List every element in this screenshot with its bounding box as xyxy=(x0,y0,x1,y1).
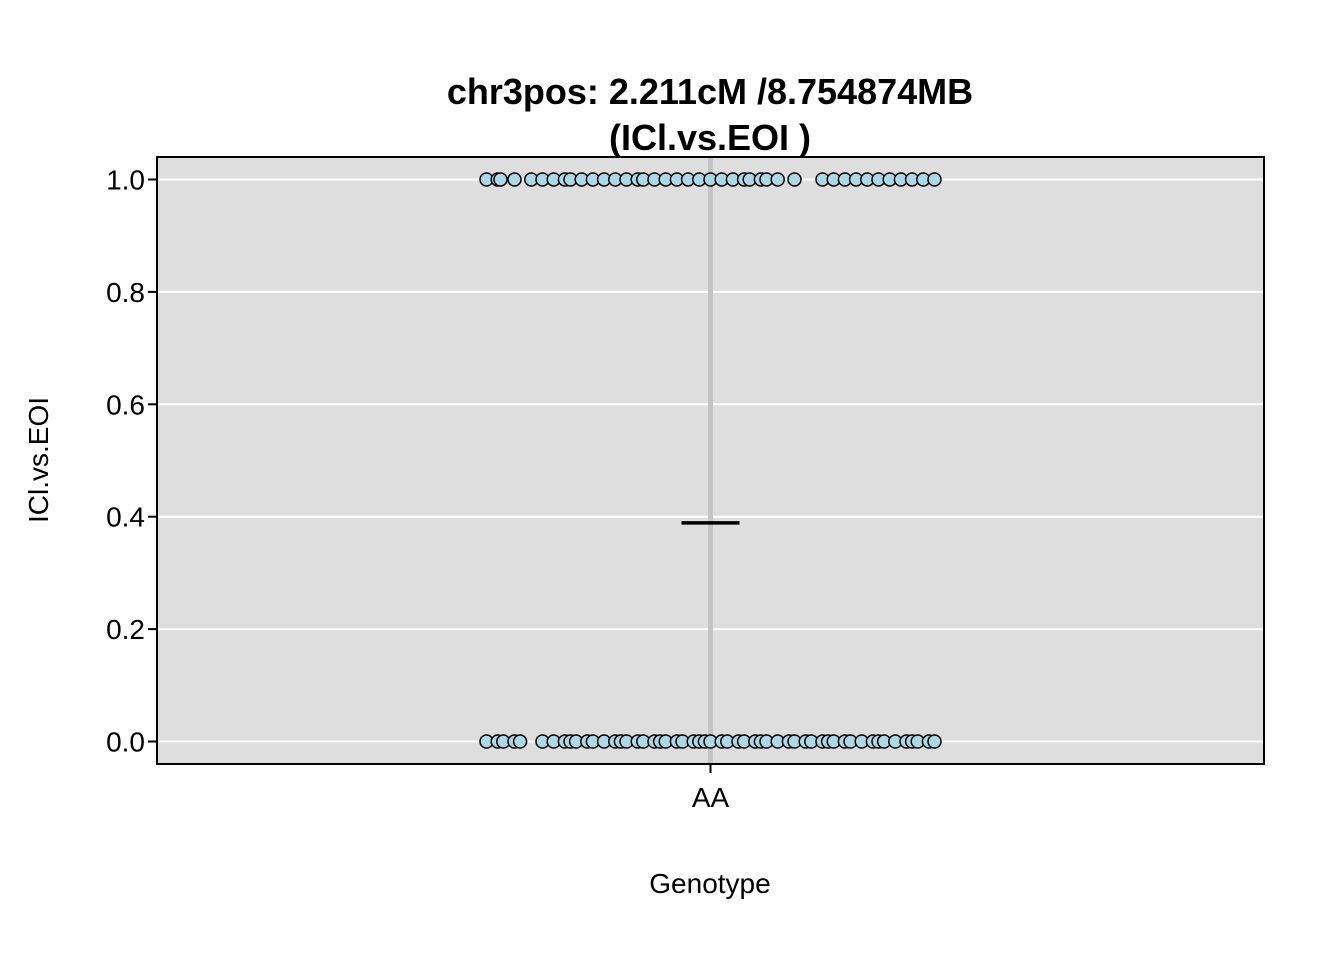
x-axis-label: Genotype xyxy=(649,868,770,899)
y-tick-label-5: 1.0 xyxy=(106,164,145,195)
data-point-y1-2 xyxy=(493,172,508,187)
y-axis: 0.0 0.2 0.4 0.6 0.8 1.0 xyxy=(106,164,157,758)
x-axis: AA xyxy=(692,764,730,813)
y-tick-label-4: 0.8 xyxy=(106,277,145,308)
data-point-y1-3 xyxy=(507,172,522,187)
data-point-y1-40 xyxy=(927,172,942,187)
y-tick-label-3: 0.6 xyxy=(106,389,145,420)
data-point-y0-53 xyxy=(927,734,942,749)
chart-title-line1: chr3pos: 2.211cM /8.754874MB xyxy=(447,71,973,112)
y-axis-label: ICl.vs.EOI xyxy=(23,397,54,523)
data-point-y1-28 xyxy=(770,172,785,187)
x-tick-label-0: AA xyxy=(692,782,730,813)
data-point-y1-29 xyxy=(787,172,802,187)
y-tick-label-1: 0.2 xyxy=(106,614,145,645)
data-points xyxy=(479,172,942,749)
data-point-y0-4 xyxy=(512,734,528,749)
chart-title-line2: (ICl.vs.EOI ) xyxy=(609,117,811,158)
y-tick-label-0: 0.0 xyxy=(106,727,145,758)
y-tick-label-2: 0.4 xyxy=(106,502,145,533)
